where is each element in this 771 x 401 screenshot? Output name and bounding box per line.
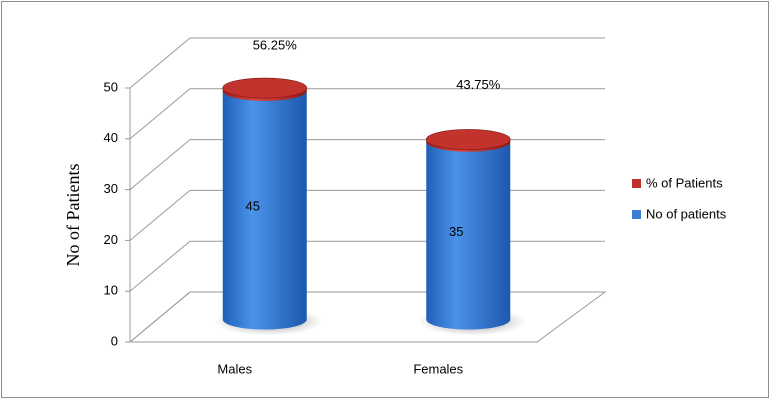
y-tick-label: 0 xyxy=(111,333,118,348)
legend-label: No of patients xyxy=(646,206,727,221)
x-tick-label: Females xyxy=(413,361,463,376)
y-tick-label: 10 xyxy=(104,283,118,298)
grid-line xyxy=(129,37,605,89)
legend-swatch xyxy=(632,210,641,219)
data-label: 56.25% xyxy=(253,37,298,52)
bar-top xyxy=(425,129,511,150)
data-label: 45 xyxy=(246,199,260,214)
bar-segment xyxy=(222,90,307,330)
y-tick-label: 50 xyxy=(104,79,118,94)
data-label: 35 xyxy=(449,224,463,239)
y-axis-title: No of Patients xyxy=(63,164,83,267)
y-tick-label: 30 xyxy=(104,181,118,196)
x-tick-label: Males xyxy=(217,361,252,376)
legend-label: % of Patients xyxy=(646,175,723,190)
legend-swatch xyxy=(632,179,641,188)
grid-line xyxy=(129,88,605,140)
y-tick-label: 40 xyxy=(104,130,118,145)
bar-segment xyxy=(426,141,511,330)
bar-top xyxy=(222,77,308,99)
data-label: 43.75% xyxy=(456,77,501,92)
y-tick-label: 20 xyxy=(104,232,118,247)
